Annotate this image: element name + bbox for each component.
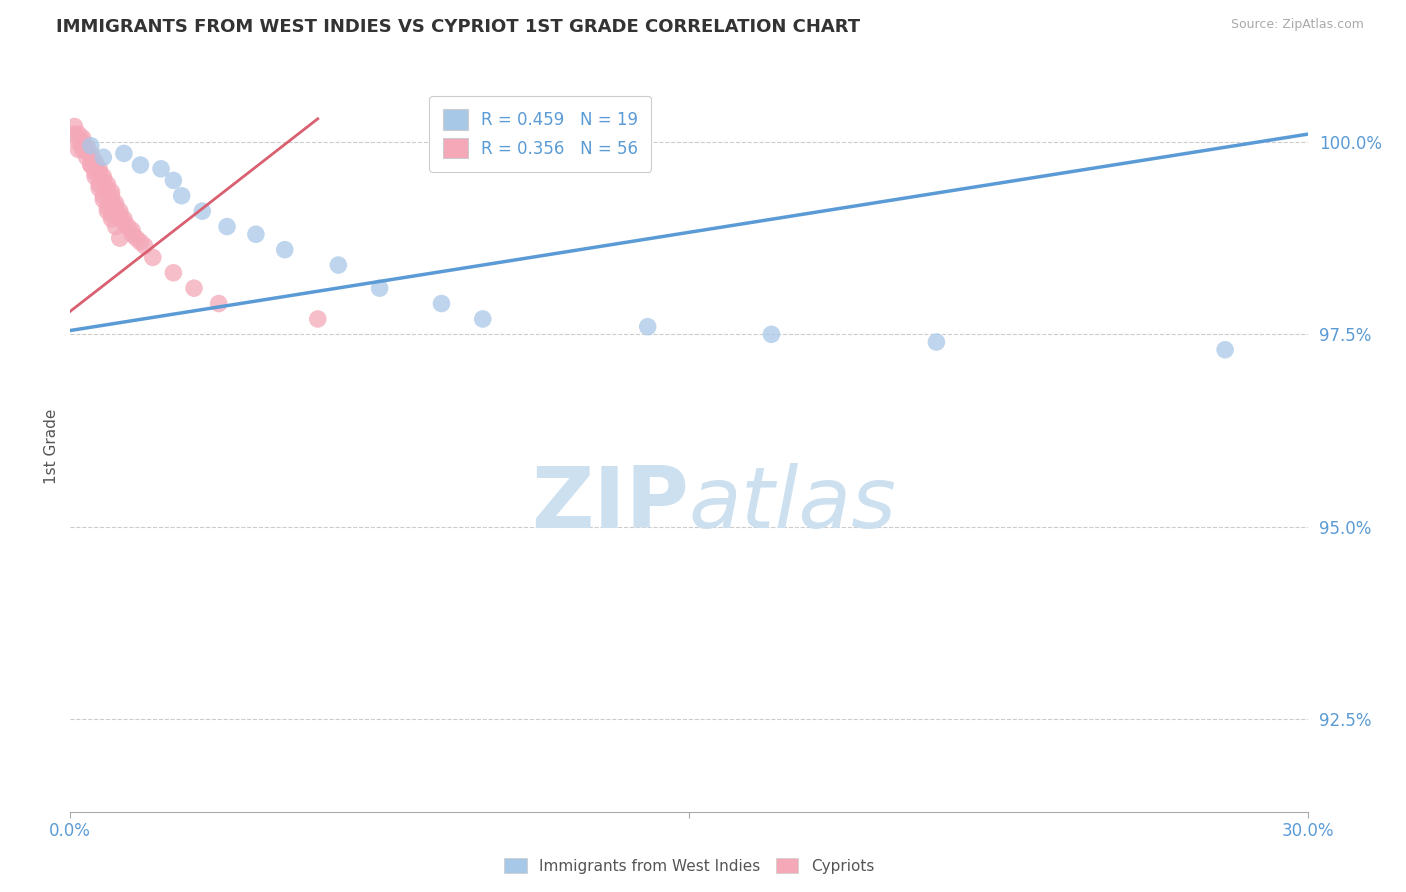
Text: atlas: atlas xyxy=(689,463,897,546)
Point xyxy=(117,219,139,234)
Point xyxy=(91,188,114,202)
Point xyxy=(100,185,122,199)
Point xyxy=(104,219,127,234)
Point xyxy=(215,219,238,234)
Point xyxy=(72,138,94,153)
Point xyxy=(471,312,494,326)
Point xyxy=(76,150,98,164)
Point xyxy=(108,204,131,219)
Point xyxy=(183,281,205,295)
Y-axis label: 1st Grade: 1st Grade xyxy=(44,409,59,483)
Point xyxy=(307,312,329,326)
Point xyxy=(170,188,193,202)
Point xyxy=(112,146,135,161)
Point xyxy=(80,146,103,161)
Legend: Immigrants from West Indies, Cypriots: Immigrants from West Indies, Cypriots xyxy=(498,852,880,880)
Point xyxy=(430,296,453,310)
Point xyxy=(80,158,103,172)
Point xyxy=(84,158,107,172)
Point xyxy=(112,211,135,226)
Point xyxy=(274,243,297,257)
Point xyxy=(637,319,659,334)
Point xyxy=(91,150,114,164)
Point xyxy=(80,150,103,164)
Text: Source: ZipAtlas.com: Source: ZipAtlas.com xyxy=(1230,18,1364,31)
Point xyxy=(91,169,114,184)
Point xyxy=(84,169,107,184)
Point xyxy=(96,204,118,219)
Point xyxy=(100,193,122,207)
Point xyxy=(208,296,231,310)
Point xyxy=(761,327,783,342)
Legend: R = 0.459   N = 19, R = 0.356   N = 56: R = 0.459 N = 19, R = 0.356 N = 56 xyxy=(429,96,651,171)
Point xyxy=(72,143,94,157)
Point xyxy=(368,281,391,295)
Point xyxy=(100,188,122,202)
Point xyxy=(162,173,184,187)
Point xyxy=(96,200,118,214)
Point xyxy=(72,131,94,145)
Point xyxy=(142,251,165,265)
Point xyxy=(134,239,156,253)
Point xyxy=(80,158,103,172)
Point xyxy=(89,161,111,176)
Point xyxy=(89,166,111,180)
Point xyxy=(63,127,86,141)
Point xyxy=(76,138,98,153)
Point xyxy=(112,216,135,230)
Point xyxy=(245,227,267,242)
Point xyxy=(328,258,350,272)
Point xyxy=(80,138,103,153)
Point xyxy=(63,120,86,134)
Point xyxy=(125,231,148,245)
Point xyxy=(150,161,173,176)
Point xyxy=(129,158,152,172)
Point xyxy=(84,154,107,169)
Point xyxy=(91,193,114,207)
Point xyxy=(84,166,107,180)
Point xyxy=(104,196,127,211)
Point xyxy=(121,223,143,237)
Text: IMMIGRANTS FROM WEST INDIES VS CYPRIOT 1ST GRADE CORRELATION CHART: IMMIGRANTS FROM WEST INDIES VS CYPRIOT 1… xyxy=(56,18,860,36)
Point xyxy=(67,143,90,157)
Point xyxy=(108,208,131,222)
Point xyxy=(121,227,143,242)
Text: ZIP: ZIP xyxy=(531,463,689,546)
Point xyxy=(104,200,127,214)
Point xyxy=(100,211,122,226)
Point xyxy=(72,135,94,149)
Point xyxy=(100,208,122,222)
Point xyxy=(162,266,184,280)
Point xyxy=(89,178,111,192)
Point xyxy=(67,127,90,141)
Point xyxy=(108,231,131,245)
Point xyxy=(67,135,90,149)
Point xyxy=(96,178,118,192)
Point xyxy=(89,181,111,195)
Point xyxy=(1213,343,1236,357)
Point xyxy=(96,181,118,195)
Point xyxy=(191,204,214,219)
Point xyxy=(925,334,948,349)
Point xyxy=(76,143,98,157)
Point xyxy=(91,173,114,187)
Point xyxy=(129,235,152,249)
